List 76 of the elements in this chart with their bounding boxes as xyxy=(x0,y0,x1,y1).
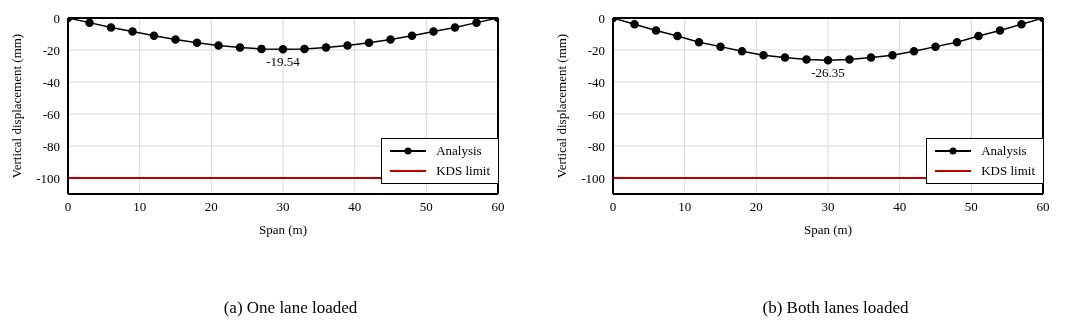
y-tick-label: -20 xyxy=(587,42,605,58)
point xyxy=(1017,19,1026,29)
x-tick-label: 10 xyxy=(133,199,147,215)
point xyxy=(845,55,854,64)
y-tick-label: -60 xyxy=(42,106,60,122)
point xyxy=(952,37,962,47)
point xyxy=(974,31,983,41)
point xyxy=(931,42,940,51)
point xyxy=(802,55,811,64)
x-tick-label: 60 xyxy=(491,199,505,215)
x-tick-label: 40 xyxy=(893,199,907,215)
point xyxy=(651,26,661,35)
y-tick-label: -80 xyxy=(587,138,605,154)
y-tick-label: -100 xyxy=(36,170,60,186)
point xyxy=(300,44,309,54)
point xyxy=(909,47,919,56)
x-tick-label: 0 xyxy=(609,199,617,215)
x-tick-label: 30 xyxy=(276,199,290,215)
point xyxy=(759,51,768,60)
annotation: -19.54 xyxy=(266,54,301,70)
point xyxy=(716,42,725,51)
point xyxy=(866,53,876,62)
y-tick-label: -100 xyxy=(581,170,605,186)
point xyxy=(823,55,833,65)
point xyxy=(364,38,374,47)
point xyxy=(450,23,460,32)
point xyxy=(630,19,639,29)
point xyxy=(888,51,897,60)
point xyxy=(257,44,266,54)
x-tick-label: 50 xyxy=(964,199,978,215)
point xyxy=(149,31,159,41)
legend-label: Analysis xyxy=(981,142,1027,160)
point xyxy=(85,18,94,27)
y-tick-label: -60 xyxy=(587,106,605,122)
point xyxy=(106,23,116,32)
x-tick-label: 60 xyxy=(1036,199,1050,215)
x-axis-title: Span (m) xyxy=(258,222,308,237)
x-tick-label: 20 xyxy=(749,199,763,215)
y-tick-label: -20 xyxy=(42,42,60,58)
point xyxy=(429,27,438,36)
x-tick-label: 50 xyxy=(419,199,433,215)
y-tick-label: -40 xyxy=(42,74,60,90)
point xyxy=(995,26,1005,35)
ref-line-label: KDS limit xyxy=(981,162,1035,180)
y-tick-label: 0 xyxy=(53,10,60,26)
y-tick-label: -40 xyxy=(587,74,605,90)
point xyxy=(673,31,682,41)
y-axis-title: Vertical displacement (mm) xyxy=(8,33,24,179)
x-tick-label: 10 xyxy=(678,199,692,215)
point xyxy=(407,31,417,41)
point xyxy=(343,41,352,50)
x-tick-label: 30 xyxy=(821,199,835,215)
point xyxy=(278,45,288,54)
x-axis-title: Span (m) xyxy=(803,222,853,237)
point xyxy=(737,47,747,56)
annotation: -26.35 xyxy=(811,65,845,81)
y-tick-label: 0 xyxy=(598,10,605,26)
text: (a) One lane loaded xyxy=(222,298,359,318)
point xyxy=(192,38,202,47)
y-tick-label: -80 xyxy=(42,138,60,154)
x-tick-label: 0 xyxy=(64,199,72,215)
y-axis-title: Vertical displacement (mm) xyxy=(553,33,569,179)
point xyxy=(321,43,331,52)
point xyxy=(780,53,790,62)
point xyxy=(171,35,180,44)
ref-line-label: KDS limit xyxy=(436,162,490,180)
text: (b) Both lanes loaded xyxy=(761,298,910,318)
x-tick-label: 20 xyxy=(204,199,218,215)
point xyxy=(128,27,137,36)
point xyxy=(214,41,223,50)
point xyxy=(694,37,704,47)
point xyxy=(472,18,481,27)
x-tick-label: 40 xyxy=(348,199,362,215)
legend-label: Analysis xyxy=(436,142,482,160)
point xyxy=(235,43,245,52)
point xyxy=(386,35,395,44)
